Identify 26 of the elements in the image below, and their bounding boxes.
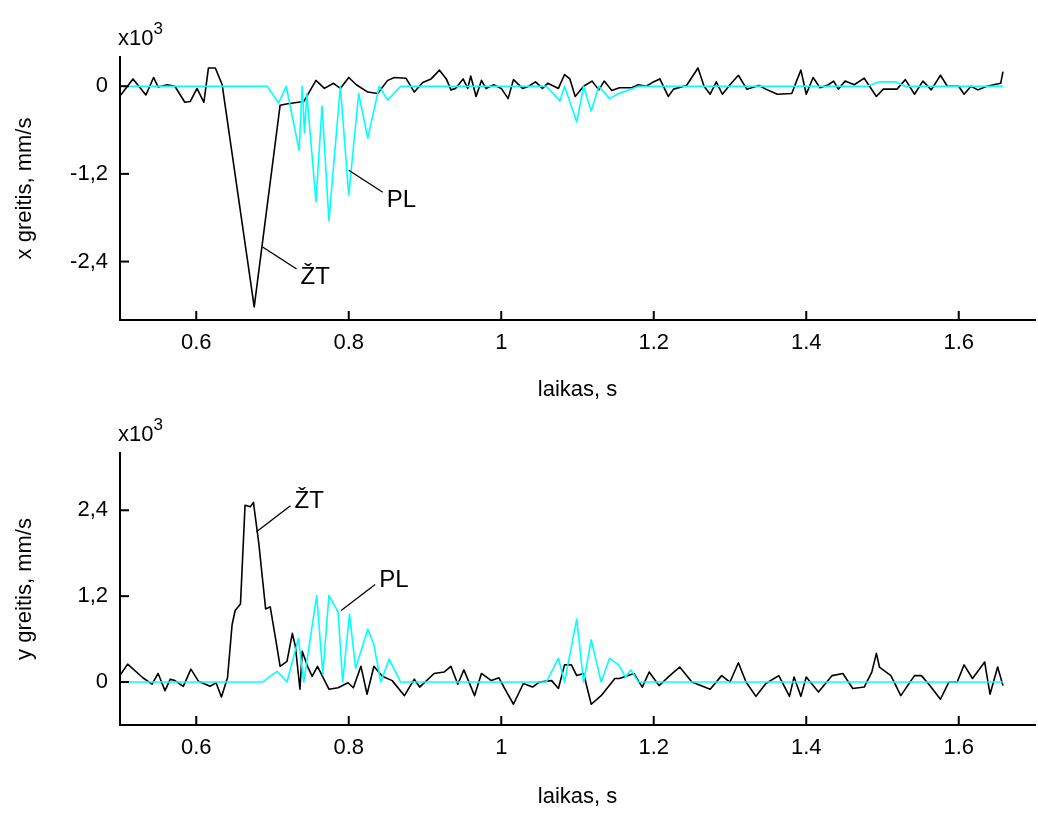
x-tick-label: 1 [495,329,508,355]
y-axis-title: y greitis, mm/s [11,518,37,660]
x-tick-label: 0.8 [333,734,365,760]
y-tick-label: 0 [95,668,108,694]
x-tick-label: 0.6 [180,734,212,760]
x-tick-label: 0.8 [333,329,365,355]
x-tick-label: 1 [495,734,508,760]
x-tick-label: 1.6 [943,329,975,355]
y-tick-label: -2,4 [70,247,108,273]
y-tick-label: -1,2 [70,159,108,185]
annotation: ŽT [294,486,325,514]
x-axis-title: laikas, s [537,782,618,808]
x-axis-title: laikas, s [537,375,618,401]
x-tick-label: 1.6 [943,734,975,760]
annotation: PL [386,184,417,212]
y-axis-title: x greitis, mm/s [11,117,37,260]
x-tick-label: 1.4 [790,329,822,355]
y-tick-label: 1,2 [77,582,108,608]
y-tick-label: 2,4 [77,496,108,522]
x-tick-label: 1.2 [638,329,670,355]
x-tick-label: 1.4 [790,734,822,760]
x-tick-label: 0.6 [180,329,212,355]
y-tick-label: 0 [95,72,108,98]
annotation: ŽT [300,261,331,289]
x-tick-label: 1.2 [638,734,670,760]
annotation: PL [379,565,409,593]
